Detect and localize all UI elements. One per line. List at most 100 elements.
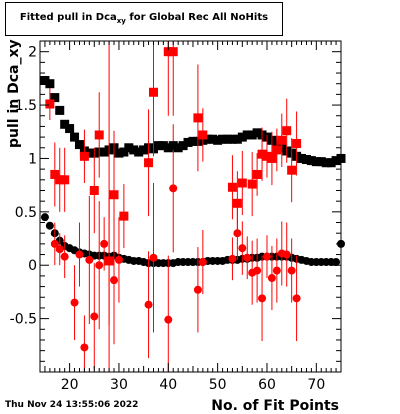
data-point-circle [144, 300, 153, 309]
data-point-square [183, 137, 193, 147]
data-point-square [277, 135, 287, 145]
series-1 [50, 124, 301, 372]
data-point-square [193, 113, 203, 123]
y-tick-label: 2 [28, 45, 37, 61]
data-point-circle [228, 254, 237, 263]
data-point-circle [75, 250, 84, 259]
y-tick-label: 0.5 [15, 205, 37, 221]
data-point-circle [40, 213, 49, 222]
x-tick-label: 70 [307, 377, 325, 393]
data-point-circle [149, 253, 158, 262]
data-point-circle [90, 312, 99, 321]
data-point-circle [272, 266, 281, 275]
data-point-square [232, 198, 242, 208]
x-tick-label: 30 [110, 377, 128, 393]
data-point-square [74, 140, 84, 150]
data-point-square [223, 134, 233, 144]
data-point-circle [253, 266, 262, 275]
data-point-square [321, 158, 331, 168]
data-point-circle [114, 255, 123, 264]
data-point-square [237, 132, 247, 142]
data-point-square [218, 134, 228, 144]
data-point-square [114, 148, 124, 158]
data-point-circle [262, 252, 271, 261]
series-3 [45, 41, 302, 372]
data-point-square [267, 153, 277, 163]
data-point-square [45, 99, 55, 109]
data-point-square [316, 157, 326, 167]
data-point-square [55, 105, 65, 115]
data-point-square [109, 190, 119, 200]
data-point-square [247, 130, 257, 140]
data-point-circle [85, 255, 94, 264]
data-point-square [45, 79, 55, 89]
data-point-square [306, 156, 316, 166]
data-point-square [70, 132, 80, 142]
data-point-square [297, 153, 307, 163]
data-point-square [104, 256, 114, 266]
data-point-circle [70, 298, 79, 307]
x-axis-label: No. of Fit Points [211, 398, 339, 414]
data-point-square [139, 145, 149, 155]
data-point-circle [110, 276, 119, 285]
y-tick-label: 0 [28, 258, 37, 274]
title-box: Fitted pull in Dcaxy for Global Rec All … [5, 2, 283, 36]
data-point-square [124, 143, 134, 153]
data-point-square [237, 178, 247, 188]
data-point-square [178, 141, 188, 151]
data-point-square [148, 87, 158, 97]
data-point-square [292, 139, 302, 149]
data-point-square [119, 147, 129, 157]
data-point-circle [164, 315, 173, 324]
data-point-square [55, 175, 65, 185]
data-point-circle [258, 294, 267, 303]
data-point-square [50, 93, 60, 103]
data-point-square [134, 147, 144, 157]
data-point-square [227, 182, 237, 192]
data-point-square [203, 134, 213, 144]
data-point-square [262, 151, 272, 161]
data-point-square [50, 169, 60, 179]
data-point-square [232, 134, 242, 144]
data-point-square [129, 145, 139, 155]
y-tick-label: -0.5 [10, 312, 37, 328]
data-point-circle [50, 239, 59, 248]
data-point-circle [292, 294, 301, 303]
data-point-circle [100, 239, 109, 248]
data-point-circle [282, 250, 291, 259]
data-point-square [287, 165, 297, 175]
timestamp: Thu Nov 24 13:55:06 2022 [5, 400, 139, 410]
data-point-square [119, 211, 129, 221]
chart-title: Fitted pull in Dcaxy for Global Rec All … [19, 12, 269, 25]
data-point-square [208, 134, 218, 144]
data-point-circle [45, 221, 54, 230]
x-tick-label: 50 [209, 377, 227, 393]
y-tick-label: 1.5 [15, 98, 37, 114]
data-point-square [168, 47, 178, 57]
data-point-circle [80, 343, 89, 352]
data-point-square [168, 141, 178, 151]
data-point-square [282, 126, 292, 136]
data-point-square [252, 169, 262, 179]
data-point-square [301, 155, 311, 165]
data-point-square [198, 130, 208, 140]
data-point-square [163, 47, 173, 57]
x-tick-label: 60 [258, 377, 276, 393]
data-point-circle [332, 258, 341, 267]
data-point-square [227, 134, 237, 144]
data-point-circle [169, 184, 178, 193]
data-point-square [188, 136, 198, 146]
data-point-square [89, 185, 99, 195]
data-point-square [252, 128, 262, 138]
data-point-square [173, 143, 183, 153]
data-point-square [247, 179, 257, 189]
data-point-square [242, 130, 252, 140]
data-point-circle [60, 252, 69, 261]
data-point-circle [243, 253, 252, 262]
data-point-square [311, 157, 321, 167]
data-point-circle [193, 285, 202, 294]
data-point-square [60, 175, 70, 185]
data-point-square [144, 158, 154, 168]
data-point-square [60, 119, 70, 129]
data-point-square [65, 124, 75, 134]
